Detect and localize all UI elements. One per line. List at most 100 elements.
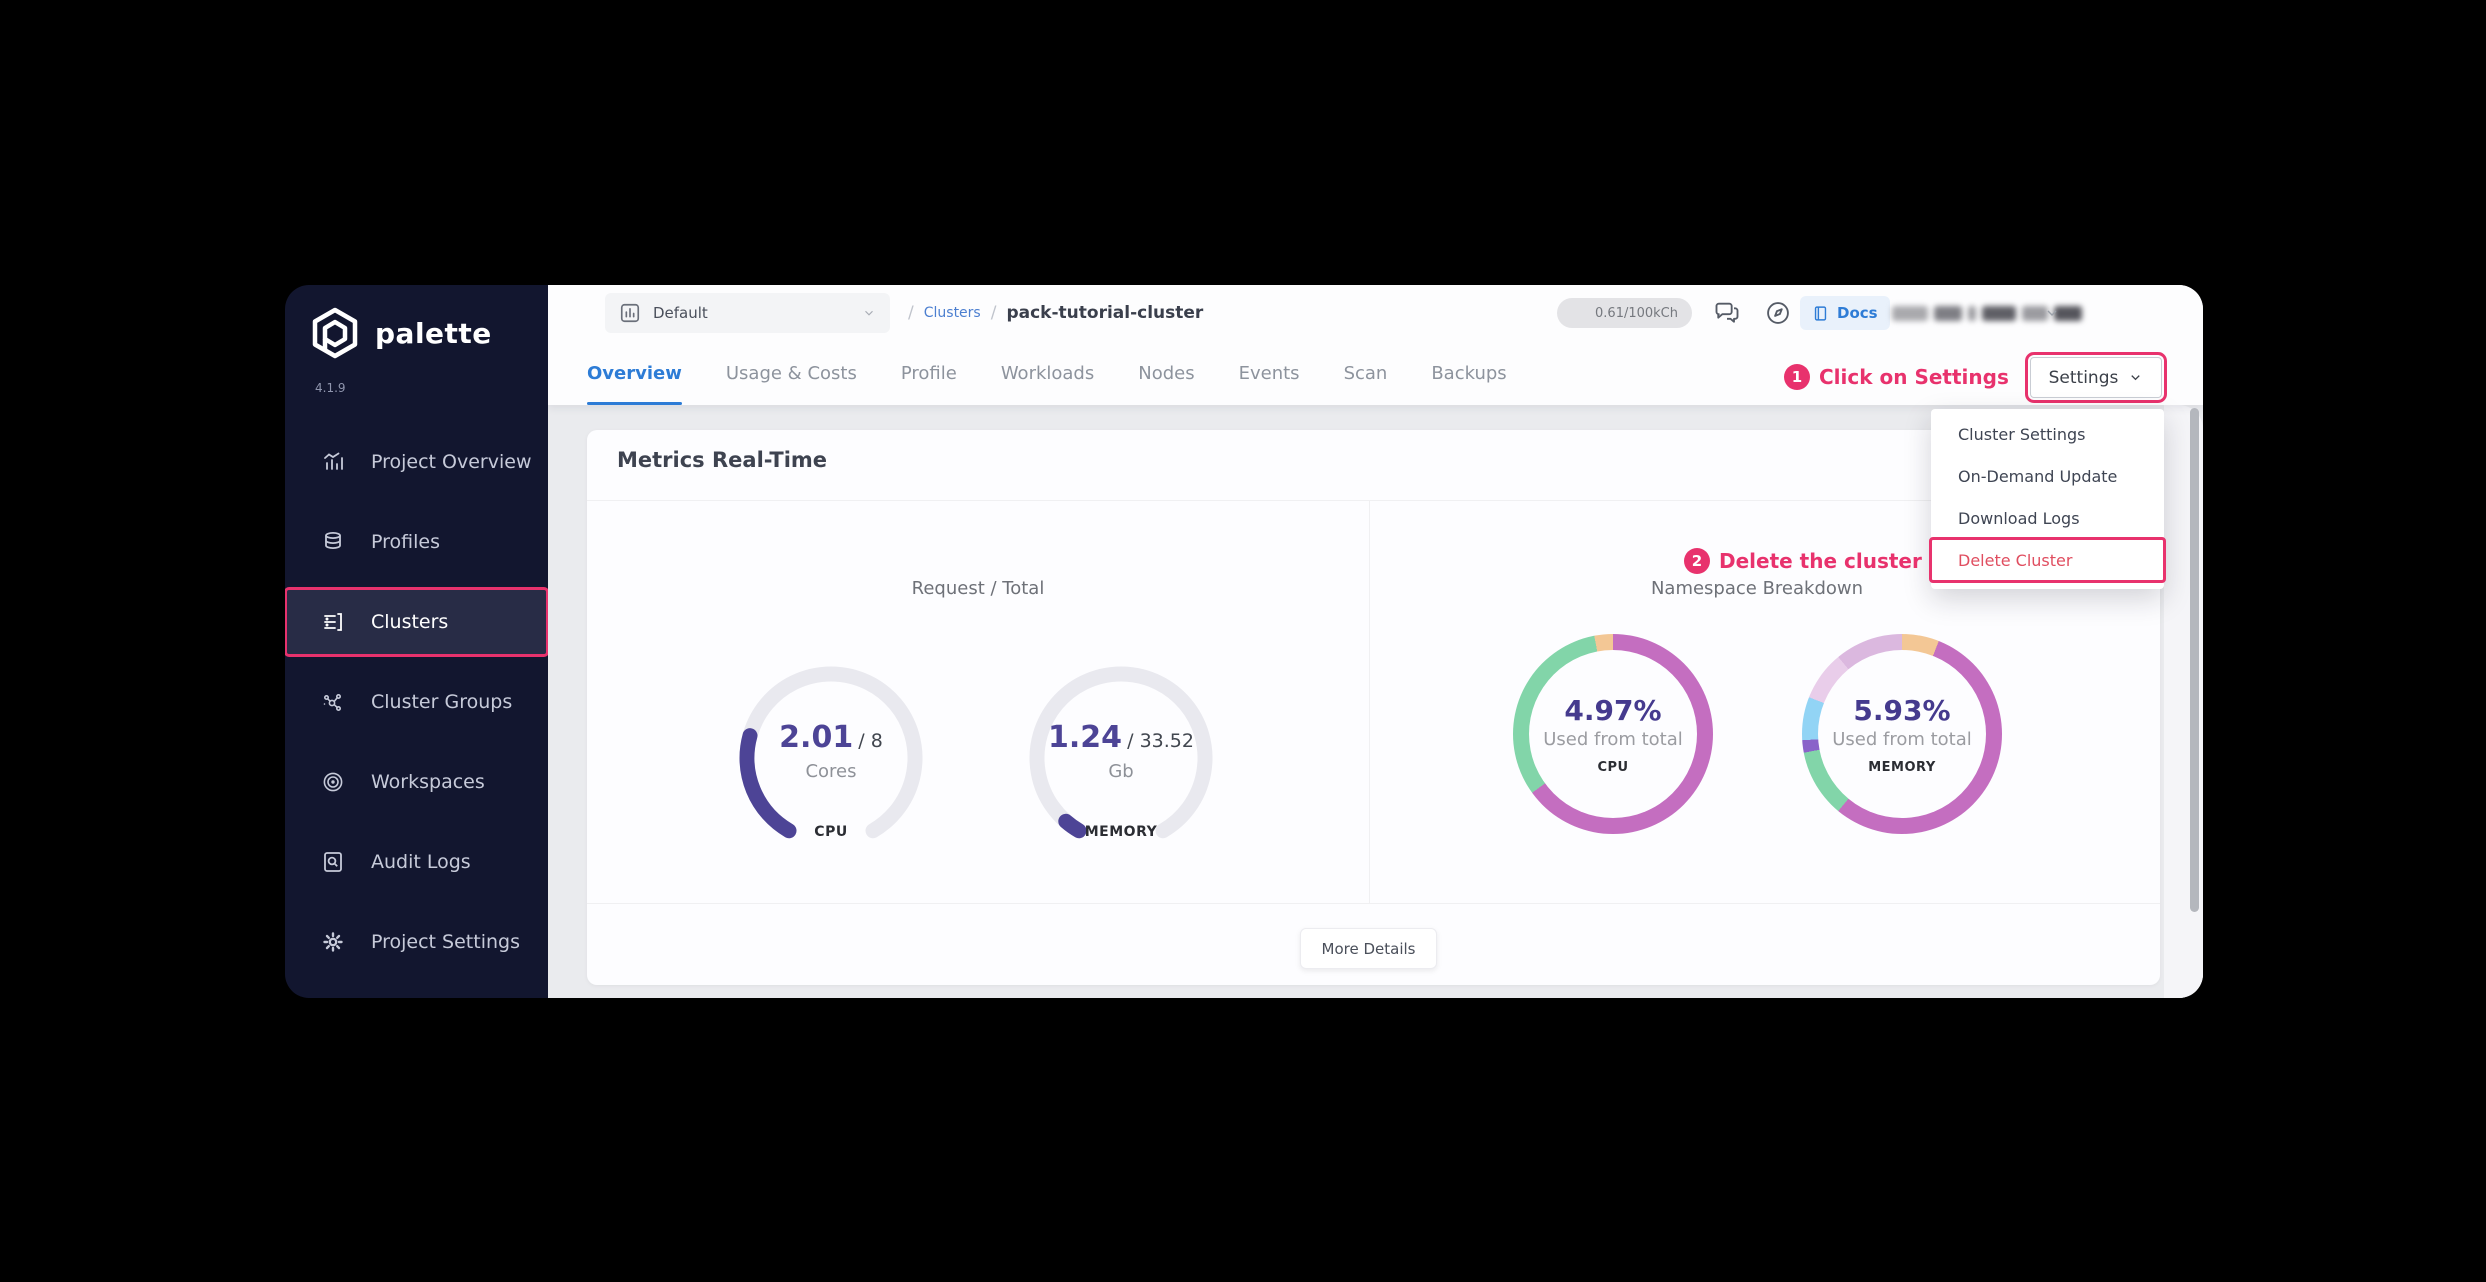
- support-button[interactable]: [1764, 299, 1792, 327]
- sidebar-item-workspaces[interactable]: Workspaces: [285, 748, 548, 816]
- step-2-text: Delete the cluster: [1719, 549, 1922, 573]
- clusters-icon: [324, 613, 342, 631]
- breadcrumb-link-clusters[interactable]: Clusters: [923, 305, 981, 321]
- tutorial-step-2: 2 Delete the cluster: [1684, 548, 1922, 574]
- donut-hole: [1818, 650, 1986, 818]
- sidebar-item-project-overview[interactable]: Project Overview: [285, 428, 548, 496]
- chat-button[interactable]: [1713, 299, 1741, 327]
- redacted-block: [1968, 305, 1976, 321]
- step-1-text: Click on Settings: [1819, 365, 2009, 389]
- cluster-tabs: Overview Usage & Costs Profile Workloads…: [587, 341, 1507, 405]
- settings-button-label: Settings: [2048, 367, 2119, 388]
- donut-text: 5.93% Used from total MEMORY: [1802, 634, 2002, 834]
- more-details-button[interactable]: More Details: [1300, 928, 1437, 969]
- gauge-arc: [731, 658, 931, 858]
- tutorial-step-1: 1 Click on Settings: [1784, 364, 2009, 390]
- gauge-total: / 33.52: [1127, 730, 1194, 752]
- sidebar-item-profiles[interactable]: Profiles: [285, 508, 548, 576]
- palette-logo-icon: [312, 307, 358, 359]
- audit-logs-icon: [324, 852, 342, 872]
- project-selector[interactable]: Default: [605, 293, 890, 333]
- gauge-label: CPU: [814, 824, 848, 840]
- tab-scan[interactable]: Scan: [1343, 362, 1388, 384]
- sidebar-item-cluster-groups[interactable]: Cluster Groups: [285, 668, 548, 736]
- step-1-badge: 1: [1784, 364, 1810, 390]
- donut-label: MEMORY: [1868, 759, 1936, 775]
- redacted-block: [2022, 305, 2048, 321]
- chat-icon: [1715, 302, 1739, 323]
- logo-text: palette: [375, 316, 492, 350]
- tab-nodes[interactable]: Nodes: [1138, 362, 1195, 384]
- step-2-badge: 2: [1684, 548, 1710, 574]
- cpu-namespace-donut: 4.97% Used from total CPU: [1513, 634, 1713, 834]
- redacted-block: [1982, 305, 2016, 321]
- tab-backups[interactable]: Backups: [1431, 362, 1507, 384]
- sidebar-item-audit-logs[interactable]: Audit Logs: [285, 828, 548, 896]
- redacted-block: [1934, 305, 1962, 321]
- menu-item-on-demand-update[interactable]: On-Demand Update: [1958, 466, 2118, 486]
- metrics-realtime-panel: Metrics Real-Time Request / Total Namesp…: [587, 430, 2160, 985]
- donut-percent: 5.93%: [1853, 693, 1951, 727]
- donut-label: CPU: [1597, 759, 1629, 775]
- tab-workloads[interactable]: Workloads: [1000, 362, 1095, 384]
- donut-caption: Used from total: [1832, 728, 1972, 750]
- project-settings-icon: [323, 932, 343, 952]
- memory-namespace-donut: 5.93% Used from total MEMORY: [1802, 634, 2002, 834]
- tab-usage-costs[interactable]: Usage & Costs: [725, 362, 857, 384]
- usage-meter: 0.61/100kCh: [1557, 298, 1692, 328]
- chevron-down-icon: [2047, 310, 2057, 316]
- menu-item-delete-cluster[interactable]: Delete Cluster: [1929, 537, 2166, 583]
- user-menu-redacted[interactable]: [1892, 305, 2082, 321]
- profiles-icon: [325, 532, 341, 550]
- sidebar-item-project-settings[interactable]: Project Settings: [285, 908, 548, 976]
- breadcrumb: / Clusters / pack-tutorial-cluster: [908, 293, 1203, 333]
- memory-request-gauge: 1.24 / 33.52 Gb MEMORY: [1021, 658, 1221, 858]
- sidebar-item-label: Workspaces: [371, 771, 485, 793]
- app-version: 4.1.9: [315, 381, 346, 395]
- scrollbar-thumb[interactable]: [2190, 408, 2199, 912]
- tab-events[interactable]: Events: [1238, 362, 1300, 384]
- menu-item-cluster-settings[interactable]: Cluster Settings: [1958, 424, 2086, 444]
- panel-title: Metrics Real-Time: [617, 448, 828, 472]
- redacted-block: [2054, 305, 2082, 321]
- docs-label: Docs: [1837, 304, 1878, 322]
- chevron-down-icon: [865, 310, 873, 316]
- sidebar-item-clusters[interactable]: Clusters: [285, 587, 548, 657]
- donut-caption: Used from total: [1543, 728, 1683, 750]
- sidebar-item-label: Project Overview: [371, 451, 532, 473]
- gauge-label: MEMORY: [1084, 824, 1158, 840]
- divider: [1369, 500, 1370, 903]
- tab-overview[interactable]: Overview: [587, 341, 682, 405]
- tab-profile[interactable]: Profile: [900, 362, 957, 384]
- settings-button[interactable]: Settings: [2025, 352, 2167, 403]
- settings-dropdown-menu: Cluster Settings On-Demand Update Downlo…: [1929, 409, 2166, 589]
- app-window: palette 4.1.9 Project Overview: [285, 285, 2203, 998]
- donut-hole: [1529, 650, 1697, 818]
- docs-button[interactable]: Docs: [1800, 296, 1890, 330]
- divider: [587, 903, 2160, 904]
- sidebar-item-label: Cluster Groups: [371, 691, 513, 713]
- sidebar-item-label: Audit Logs: [371, 851, 471, 873]
- gauge-arc: [1021, 658, 1221, 858]
- breadcrumb-separator: /: [990, 303, 997, 323]
- logo: palette: [309, 307, 492, 359]
- namespace-breakdown-label: Namespace Breakdown: [1650, 578, 1864, 599]
- project-selector-value: Default: [653, 304, 708, 322]
- user-menu-chevron[interactable]: [2044, 305, 2060, 325]
- sidebar-nav: Project Overview Profiles: [285, 428, 548, 988]
- sidebar-item-label: Profiles: [371, 531, 440, 553]
- cluster-groups-icon: [323, 694, 342, 711]
- menu-item-download-logs[interactable]: Download Logs: [1958, 508, 2080, 528]
- redacted-block: [1892, 305, 1928, 321]
- sidebar: palette 4.1.9 Project Overview: [285, 285, 548, 998]
- sidebar-item-label: Project Settings: [371, 931, 520, 953]
- sidebar-item-label: Clusters: [371, 611, 449, 633]
- cpu-request-gauge: 2.01 / 8 Cores CPU: [731, 658, 931, 858]
- docs-icon: [1814, 305, 1827, 321]
- gauge-value: 2.01 / 8 Cores: [731, 720, 931, 782]
- gauge-used: 1.24: [1048, 720, 1123, 755]
- compass-icon: [1767, 302, 1789, 324]
- project-overview-icon: [324, 452, 343, 470]
- chevron-down-icon: [2131, 375, 2141, 381]
